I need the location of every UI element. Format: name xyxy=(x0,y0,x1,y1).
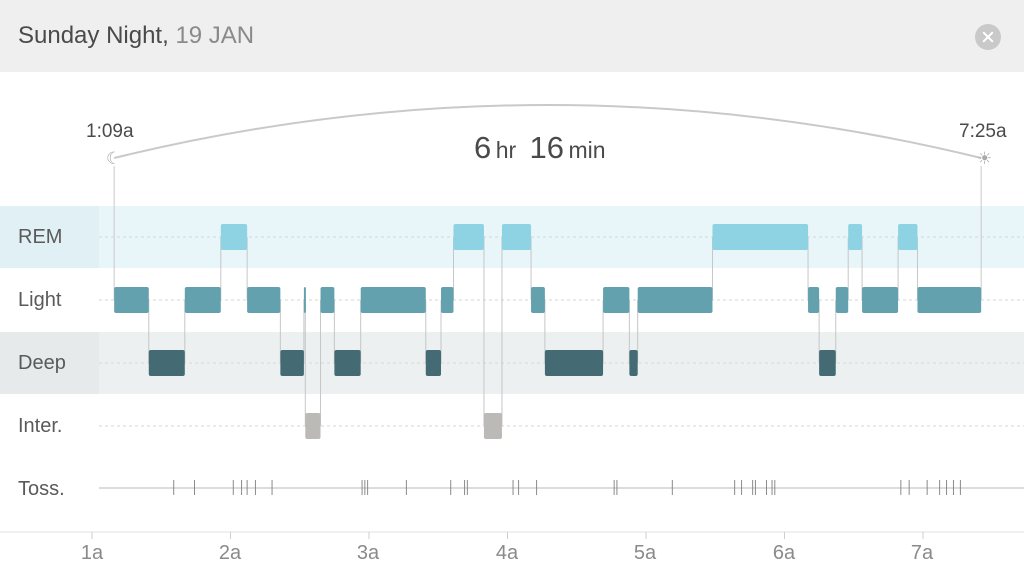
segment-light xyxy=(637,287,713,313)
duration-minutes-unit: min xyxy=(568,137,606,163)
axis-label-2a: 2a xyxy=(218,542,242,564)
end-time: 7:25a xyxy=(959,121,1007,142)
segment-rem xyxy=(898,224,918,250)
page-title: Sunday Night, 19 JAN xyxy=(18,22,254,50)
segment-inter xyxy=(483,413,502,439)
segment-light xyxy=(360,287,426,313)
axis-label-1a: 1a xyxy=(80,542,104,564)
segment-deep xyxy=(280,350,304,376)
start-time: 1:09a xyxy=(86,121,134,142)
segment-light xyxy=(917,287,982,313)
row-label-deep: Deep xyxy=(18,352,66,374)
segment-deep xyxy=(629,350,638,376)
segment-deep xyxy=(148,350,185,376)
segment-light xyxy=(835,287,849,313)
header-bar: Sunday Night, 19 JAN xyxy=(0,0,1024,72)
segment-light xyxy=(303,287,306,313)
segment-deep xyxy=(425,350,442,376)
segment-light xyxy=(862,287,899,313)
duration-minutes: 16 xyxy=(529,130,564,165)
sleep-duration: 6 hr 16 min xyxy=(474,130,606,166)
moon-icon: ☾ xyxy=(106,149,122,168)
duration-hours-unit: hr xyxy=(495,137,517,163)
segment-deep xyxy=(334,350,361,376)
title-day: Sunday Night, xyxy=(18,22,169,49)
segment-light xyxy=(531,287,545,313)
segment-rem xyxy=(501,224,532,250)
segment-light xyxy=(247,287,281,313)
row-label-rem: REM xyxy=(18,226,63,248)
segment-inter xyxy=(305,413,321,439)
segment-rem xyxy=(220,224,248,250)
segment-rem xyxy=(453,224,484,250)
row-label-inter: Inter. xyxy=(18,415,63,437)
segment-light xyxy=(114,287,149,313)
segment-light xyxy=(603,287,630,313)
rem-band-label-area xyxy=(0,206,99,268)
deep-band-label-area xyxy=(0,332,99,394)
close-icon[interactable] xyxy=(975,24,1001,50)
title-date: 19 JAN xyxy=(175,22,255,49)
axis-label-4a: 4a xyxy=(495,542,519,564)
segment-light xyxy=(441,287,454,313)
duration-hours: 6 xyxy=(474,130,492,165)
segment-deep xyxy=(544,350,604,376)
axis-label-5a: 5a xyxy=(633,542,657,564)
segment-rem xyxy=(848,224,863,250)
segment-rem xyxy=(712,224,809,250)
axis-label-3a: 3a xyxy=(356,542,380,564)
axis-label-6a: 6a xyxy=(772,542,796,564)
row-label-toss: Toss. xyxy=(18,478,65,500)
sleep-arc xyxy=(113,104,982,159)
segment-light xyxy=(808,287,820,313)
axis-label-7a: 7a xyxy=(910,542,934,564)
segment-deep xyxy=(819,350,836,376)
segment-light xyxy=(184,287,221,313)
sun-icon: ☀ xyxy=(977,149,993,168)
row-label-light: Light xyxy=(18,289,62,311)
segment-light xyxy=(320,287,335,313)
